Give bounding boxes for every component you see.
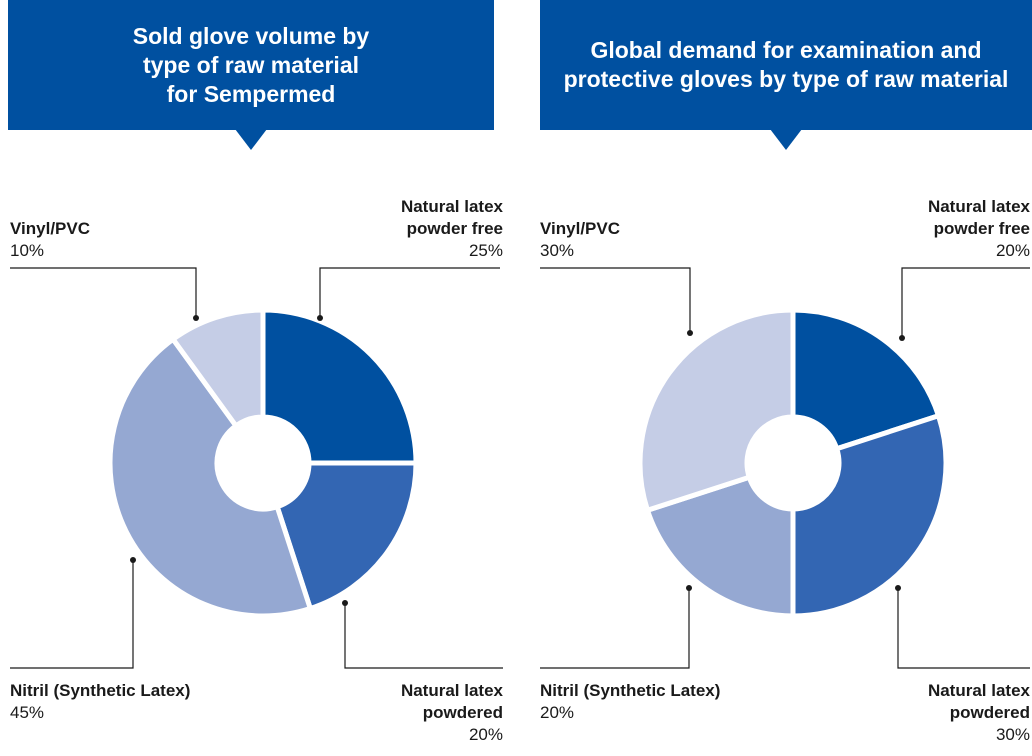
leader-line	[10, 560, 134, 669]
slice-label: Natural latex powder free 20%	[880, 196, 1030, 262]
donut-slice	[260, 307, 419, 466]
donut-slice	[169, 307, 266, 430]
leader-line	[344, 603, 503, 669]
leader-dot	[317, 315, 323, 321]
value-label: 20%	[468, 725, 503, 744]
donut-slice	[107, 335, 314, 619]
value-label: 20%	[540, 703, 575, 722]
leader-line	[10, 267, 197, 318]
donut-slice	[637, 307, 796, 514]
donut-slice	[644, 474, 796, 619]
title-banner: Sold glove volume by type of raw materia…	[8, 0, 494, 130]
banner-pointer	[235, 129, 267, 150]
slice-label: Nitril (Synthetic Latex) 45%	[10, 680, 270, 724]
leader-line	[540, 588, 690, 669]
leader-line	[901, 267, 1030, 338]
donut-slice	[790, 307, 942, 452]
chart-title: Sold glove volume by type of raw materia…	[132, 22, 370, 107]
leader-line	[319, 267, 500, 318]
category-name: Natural latex powdered	[400, 681, 503, 722]
slice-label: Natural latex powder free 25%	[353, 196, 503, 262]
leader-dot	[687, 330, 693, 336]
category-name: Vinyl/PVC	[540, 219, 620, 238]
category-name: Nitril (Synthetic Latex)	[540, 681, 721, 700]
category-name: Natural latex powder free	[927, 197, 1030, 238]
value-label: 20%	[995, 241, 1030, 260]
donut-slice	[274, 460, 419, 612]
slice-label: Nitril (Synthetic Latex) 20%	[540, 680, 800, 724]
value-label: 30%	[995, 725, 1030, 744]
category-name: Vinyl/PVC	[10, 219, 90, 238]
category-name: Natural latex powder free	[400, 197, 503, 238]
slice-label: Natural latex powdered 20%	[353, 680, 503, 746]
leader-dot	[899, 335, 905, 341]
leader-dot	[130, 557, 136, 563]
banner-pointer	[770, 129, 802, 150]
leader-dot	[895, 585, 901, 591]
leader-dot	[342, 600, 348, 606]
value-label: 10%	[10, 241, 45, 260]
value-label: 25%	[468, 241, 503, 260]
slice-label: Natural latex powdered 30%	[880, 680, 1030, 746]
chart-title: Global demand for examination and protec…	[563, 37, 1009, 92]
category-name: Natural latex powdered	[927, 681, 1030, 722]
value-label: 45%	[10, 703, 45, 722]
value-label: 30%	[540, 241, 575, 260]
slice-label: Vinyl/PVC 10%	[10, 218, 270, 262]
slice-label: Vinyl/PVC 30%	[540, 218, 800, 262]
donut-slice	[790, 412, 949, 619]
category-name: Nitril (Synthetic Latex)	[10, 681, 191, 700]
leader-dot	[193, 315, 199, 321]
leader-line	[540, 267, 691, 333]
leader-dot	[686, 585, 692, 591]
leader-line	[897, 588, 1030, 669]
title-banner: Global demand for examination and protec…	[540, 0, 1032, 130]
